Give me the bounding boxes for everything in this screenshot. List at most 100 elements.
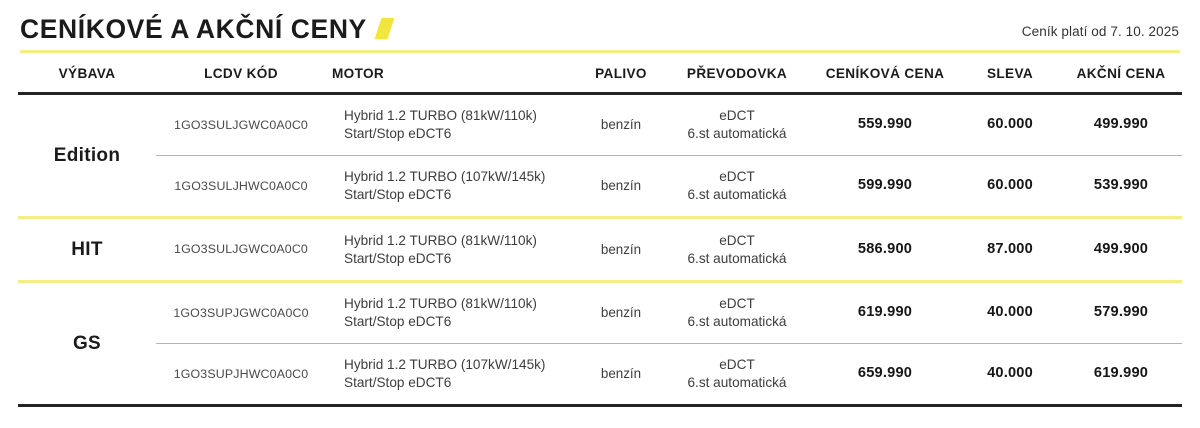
motor-line-1: Hybrid 1.2 TURBO (107kW/145k) (344, 169, 546, 185)
cell-trim: HIT (71, 238, 103, 260)
cell-transmission: eDCT 6.st automatická (664, 283, 810, 343)
transmission-line-2: 6.st automatická (687, 314, 787, 329)
motor-line-2: Start/Stop eDCT6 (344, 250, 452, 266)
transmission-line-1: eDCT (719, 296, 755, 312)
cell-fuel: benzín (600, 178, 642, 194)
cell-lcdv-code: 1GO3SULJGWC0A0C0 (174, 242, 308, 257)
cell-fuel: benzín (600, 117, 642, 133)
cell-lcdv-code: 1GO3SULJGWC0A0C0 (174, 117, 308, 132)
cell-motor: Hybrid 1.2 TURBO (81kW/110k) Start/Stop … (326, 283, 578, 343)
row-divider-cell (156, 343, 326, 344)
cell-list-price: 659.990 (857, 365, 913, 382)
row-divider-cell (664, 343, 810, 344)
row-divider-cell (578, 343, 664, 344)
column-header-akcni-cena: AKČNÍ CENA (1060, 53, 1182, 95)
page-title: CENÍKOVÉ A AKČNÍ CENY (20, 13, 367, 44)
row-divider-cell (578, 155, 664, 156)
validity-note: Ceník platí od 7. 10. 2025 (1021, 24, 1179, 39)
row-divider (18, 343, 1182, 344)
transmission-line-1: eDCT (719, 169, 755, 185)
cell-transmission: eDCT 6.st automatická (664, 156, 810, 216)
table-bottom-divider-cell (18, 404, 1182, 407)
row-divider-cell (810, 343, 960, 344)
cell-lcdv-code: 1GO3SUPJGWC0A0C0 (173, 305, 309, 320)
cell-discount: 40.000 (987, 365, 1033, 382)
table-row[interactable]: GS 1GO3SUPJGWC0A0C0 Hybrid 1.2 TURBO (81… (18, 283, 1182, 354)
transmission-line-2: 6.st automatická (687, 375, 787, 390)
motor-line-1: Hybrid 1.2 TURBO (81kW/110k) (344, 232, 537, 248)
motor-line-1: Hybrid 1.2 TURBO (81kW/110k) (344, 296, 537, 312)
cell-discount: 60.000 (987, 116, 1033, 133)
cell-list-price: 586.900 (857, 240, 913, 257)
row-divider-cell (326, 343, 578, 344)
transmission-line-1: eDCT (719, 357, 755, 373)
column-header-lcdv-kod: LCDV KÓD (156, 53, 326, 95)
row-divider (18, 155, 1182, 156)
table-bottom-divider (18, 404, 1182, 407)
group-divider (18, 216, 1182, 219)
table-row[interactable]: 1GO3SUPJHWC0A0C0 Hybrid 1.2 TURBO (107kW… (18, 344, 1182, 404)
cell-action-price: 499.900 (1093, 240, 1149, 257)
motor-line-2: Start/Stop eDCT6 (344, 375, 452, 390)
cell-motor: Hybrid 1.2 TURBO (107kW/145k) Start/Stop… (326, 156, 578, 216)
cell-action-price: 539.990 (1093, 177, 1149, 194)
cell-discount: 60.000 (987, 177, 1033, 194)
column-header-prevodovka: PŘEVODOVKA (664, 53, 810, 95)
group-divider (18, 280, 1182, 283)
header-underline-divider (20, 50, 1180, 53)
cell-action-price: 579.990 (1093, 304, 1149, 321)
row-divider-cell (156, 155, 326, 156)
motor-line-1: Hybrid 1.2 TURBO (81kW/110k) (344, 108, 537, 124)
motor-line-1: Hybrid 1.2 TURBO (107kW/145k) (344, 357, 546, 373)
transmission-line-1: eDCT (719, 108, 755, 124)
row-divider-cell (810, 155, 960, 156)
table-header: VÝBAVA LCDV KÓD MOTOR PALIVO PŘEVODOVKA … (18, 53, 1182, 95)
table-row[interactable]: Edition 1GO3SULJGWC0A0C0 Hybrid 1.2 TURB… (18, 94, 1182, 166)
title-block: CENÍKOVÉ A AKČNÍ CENY (20, 13, 395, 51)
cell-list-price: 559.990 (857, 116, 913, 133)
cell-action-price: 619.990 (1093, 365, 1149, 382)
pricing-table: VÝBAVA LCDV KÓD MOTOR PALIVO PŘEVODOVKA … (18, 53, 1182, 407)
cell-lcdv-code: 1GO3SUPJHWC0A0C0 (173, 366, 309, 381)
group-divider-cell (18, 280, 1182, 283)
cell-transmission: eDCT 6.st automatická (664, 94, 810, 156)
column-header-palivo: PALIVO (578, 53, 664, 95)
header-row: VÝBAVA LCDV KÓD MOTOR PALIVO PŘEVODOVKA … (18, 53, 1182, 95)
column-header-vybava: VÝBAVA (18, 53, 156, 95)
cell-action-price: 499.990 (1093, 116, 1149, 133)
row-divider-cell (1060, 155, 1182, 156)
slash-accent-icon (374, 18, 395, 40)
table-row[interactable]: 1GO3SULJHWC0A0C0 Hybrid 1.2 TURBO (107kW… (18, 156, 1182, 216)
transmission-line-1: eDCT (719, 232, 755, 248)
motor-line-2: Start/Stop eDCT6 (344, 314, 452, 329)
row-divider-cell (664, 155, 810, 156)
column-header-motor: MOTOR (326, 53, 578, 95)
row-divider-cell (326, 155, 578, 156)
page-header: CENÍKOVÉ A AKČNÍ CENY Ceník platí od 7. … (18, 0, 1182, 50)
transmission-line-2: 6.st automatická (687, 187, 787, 202)
transmission-line-2: 6.st automatická (687, 250, 787, 266)
cell-discount: 40.000 (987, 304, 1033, 321)
cell-motor: Hybrid 1.2 TURBO (107kW/145k) Start/Stop… (326, 344, 578, 404)
transmission-line-2: 6.st automatická (687, 126, 787, 141)
cell-transmission: eDCT 6.st automatická (664, 219, 810, 280)
cell-motor: Hybrid 1.2 TURBO (81kW/110k) Start/Stop … (326, 219, 578, 280)
column-header-sleva: SLEVA (960, 53, 1060, 95)
cell-discount: 87.000 (987, 240, 1033, 257)
cell-transmission: eDCT 6.st automatická (664, 344, 810, 404)
cell-list-price: 619.990 (857, 304, 913, 321)
table-body: Edition 1GO3SULJGWC0A0C0 Hybrid 1.2 TURB… (18, 94, 1182, 407)
cell-trim: GS (72, 332, 102, 354)
cell-list-price: 599.990 (857, 177, 913, 194)
row-divider-cell (960, 343, 1060, 344)
row-divider-cell (960, 155, 1060, 156)
cell-fuel: benzín (600, 366, 642, 382)
motor-line-2: Start/Stop eDCT6 (344, 187, 452, 202)
group-divider-cell (18, 216, 1182, 219)
table-row[interactable]: HIT 1GO3SULJGWC0A0C0 Hybrid 1.2 TURBO (8… (18, 219, 1182, 280)
cell-motor: Hybrid 1.2 TURBO (81kW/110k) Start/Stop … (326, 94, 578, 156)
cell-lcdv-code: 1GO3SULJHWC0A0C0 (174, 178, 308, 193)
motor-line-2: Start/Stop eDCT6 (344, 126, 452, 141)
cell-fuel: benzín (600, 305, 642, 321)
